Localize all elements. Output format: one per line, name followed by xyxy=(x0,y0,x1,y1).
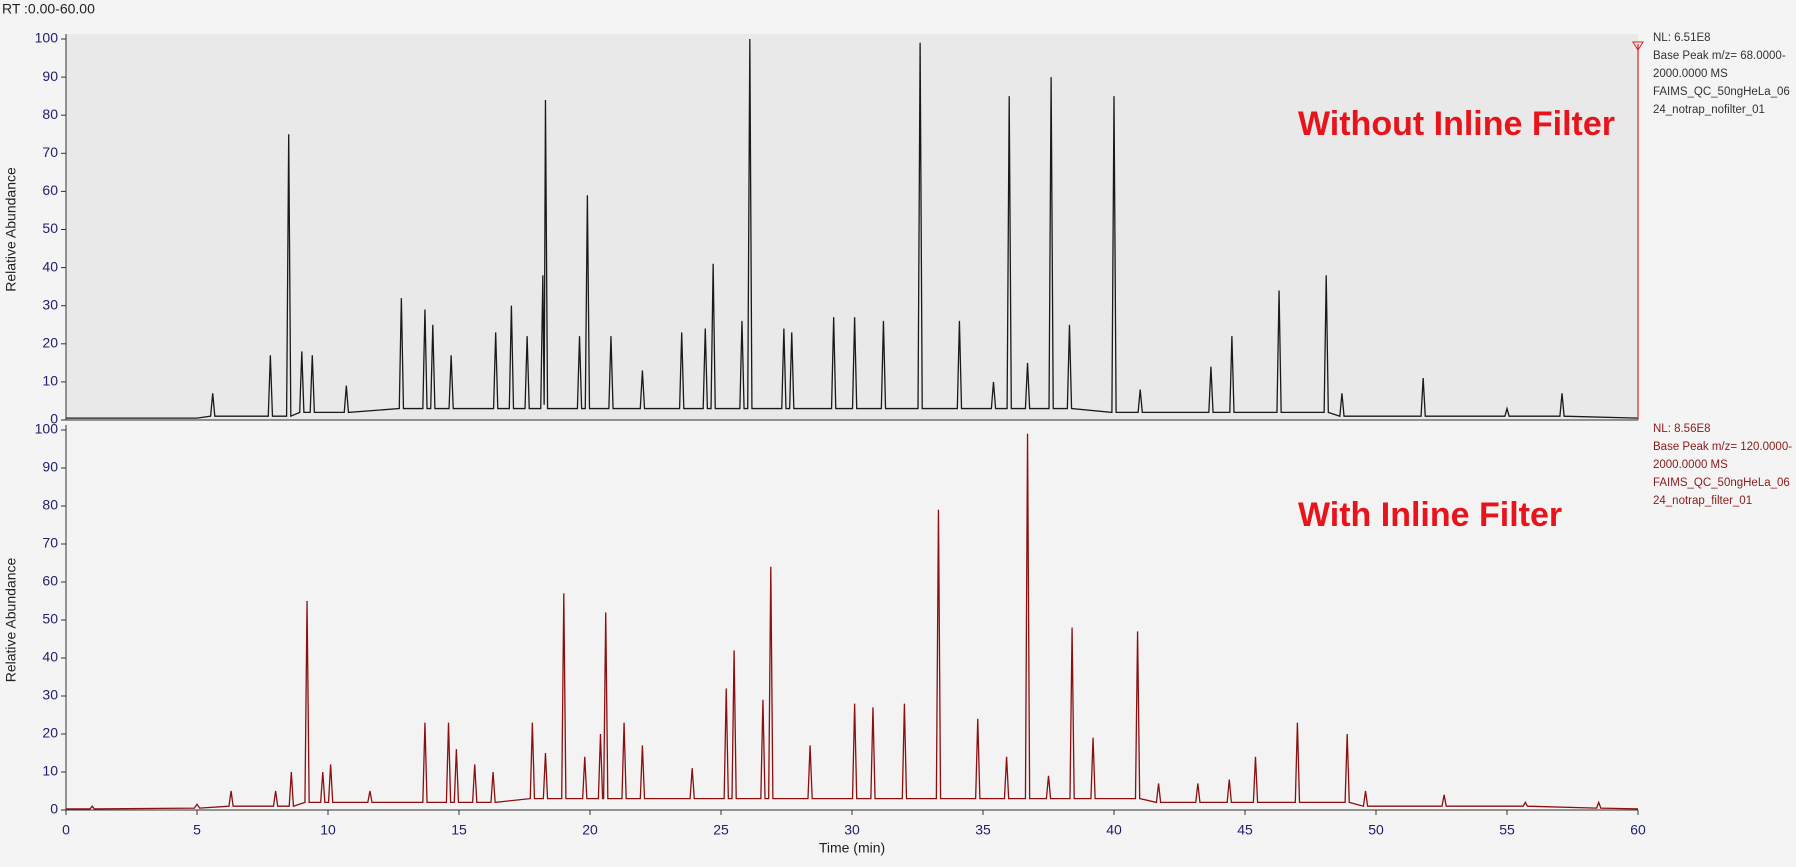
trace-info: FAIMS_QC_50ngHeLa_06 xyxy=(1653,86,1790,98)
trace-info: 2000.0000 MS xyxy=(1653,68,1728,80)
trace-info: Base Peak m/z= 120.0000- xyxy=(1653,441,1792,453)
y-tick-label: 40 xyxy=(42,649,58,665)
y-tick-label: 40 xyxy=(42,258,58,274)
y-tick-label: 10 xyxy=(42,763,58,779)
x-tick-label: 0 xyxy=(62,822,70,838)
trace xyxy=(66,38,1639,419)
y-tick-label: 50 xyxy=(42,611,58,627)
annotation: With Inline Filter xyxy=(1298,496,1562,534)
x-tick-label: 5 xyxy=(193,822,201,838)
y-tick-label: 30 xyxy=(42,296,58,312)
x-tick-label: 60 xyxy=(1630,822,1646,838)
trace xyxy=(66,433,1639,810)
y-tick-label: 100 xyxy=(35,421,59,437)
trace-info: NL: 6.51E8 xyxy=(1653,32,1711,44)
x-tick-label: 25 xyxy=(713,822,729,838)
y-tick-label: 20 xyxy=(42,725,58,741)
y-tick-label: 70 xyxy=(42,535,58,551)
y-tick-label: 0 xyxy=(50,411,58,427)
trace-info: 2000.0000 MS xyxy=(1653,459,1728,471)
x-tick-label: 45 xyxy=(1237,822,1253,838)
x-tick-label: 40 xyxy=(1106,822,1122,838)
y-tick-label: 60 xyxy=(42,573,58,589)
y-tick-label: 0 xyxy=(50,801,58,817)
y-tick-label: 80 xyxy=(42,106,58,122)
plot-area xyxy=(66,34,1638,420)
y-tick-label: 100 xyxy=(35,30,59,46)
range-marker-head xyxy=(1632,41,1644,51)
trace-info: 24_notrap_nofilter_01 xyxy=(1653,104,1765,116)
x-tick-label: 20 xyxy=(582,822,598,838)
y-axis-label: Relative Abundance xyxy=(3,558,19,683)
y-tick-label: 80 xyxy=(42,497,58,513)
x-tick-label: 10 xyxy=(320,822,336,838)
y-tick-label: 30 xyxy=(42,687,58,703)
y-tick-label: 90 xyxy=(42,459,58,475)
y-axis-label: Relative Abundance xyxy=(3,167,19,292)
x-tick-label: 35 xyxy=(975,822,991,838)
y-tick-label: 10 xyxy=(42,373,58,389)
y-tick-label: 90 xyxy=(42,68,58,84)
y-tick-label: 50 xyxy=(42,220,58,236)
y-tick-label: 60 xyxy=(42,182,58,198)
trace-info: FAIMS_QC_50ngHeLa_06 xyxy=(1653,477,1790,489)
x-tick-label: 15 xyxy=(451,822,467,838)
x-tick-label: 55 xyxy=(1499,822,1515,838)
y-tick-label: 70 xyxy=(42,144,58,160)
trace-info: 24_notrap_filter_01 xyxy=(1653,495,1752,507)
trace-info: Base Peak m/z= 68.0000- xyxy=(1653,50,1786,62)
x-axis-label: Time (min) xyxy=(819,840,885,856)
y-tick-label: 20 xyxy=(42,335,58,351)
annotation: Without Inline Filter xyxy=(1298,105,1615,143)
x-tick-label: 50 xyxy=(1368,822,1384,838)
plot-area xyxy=(66,425,1638,810)
rt-range: RT :0.00-60.00 xyxy=(2,1,95,17)
x-tick-label: 30 xyxy=(844,822,860,838)
trace-info: NL: 8.56E8 xyxy=(1653,423,1711,435)
